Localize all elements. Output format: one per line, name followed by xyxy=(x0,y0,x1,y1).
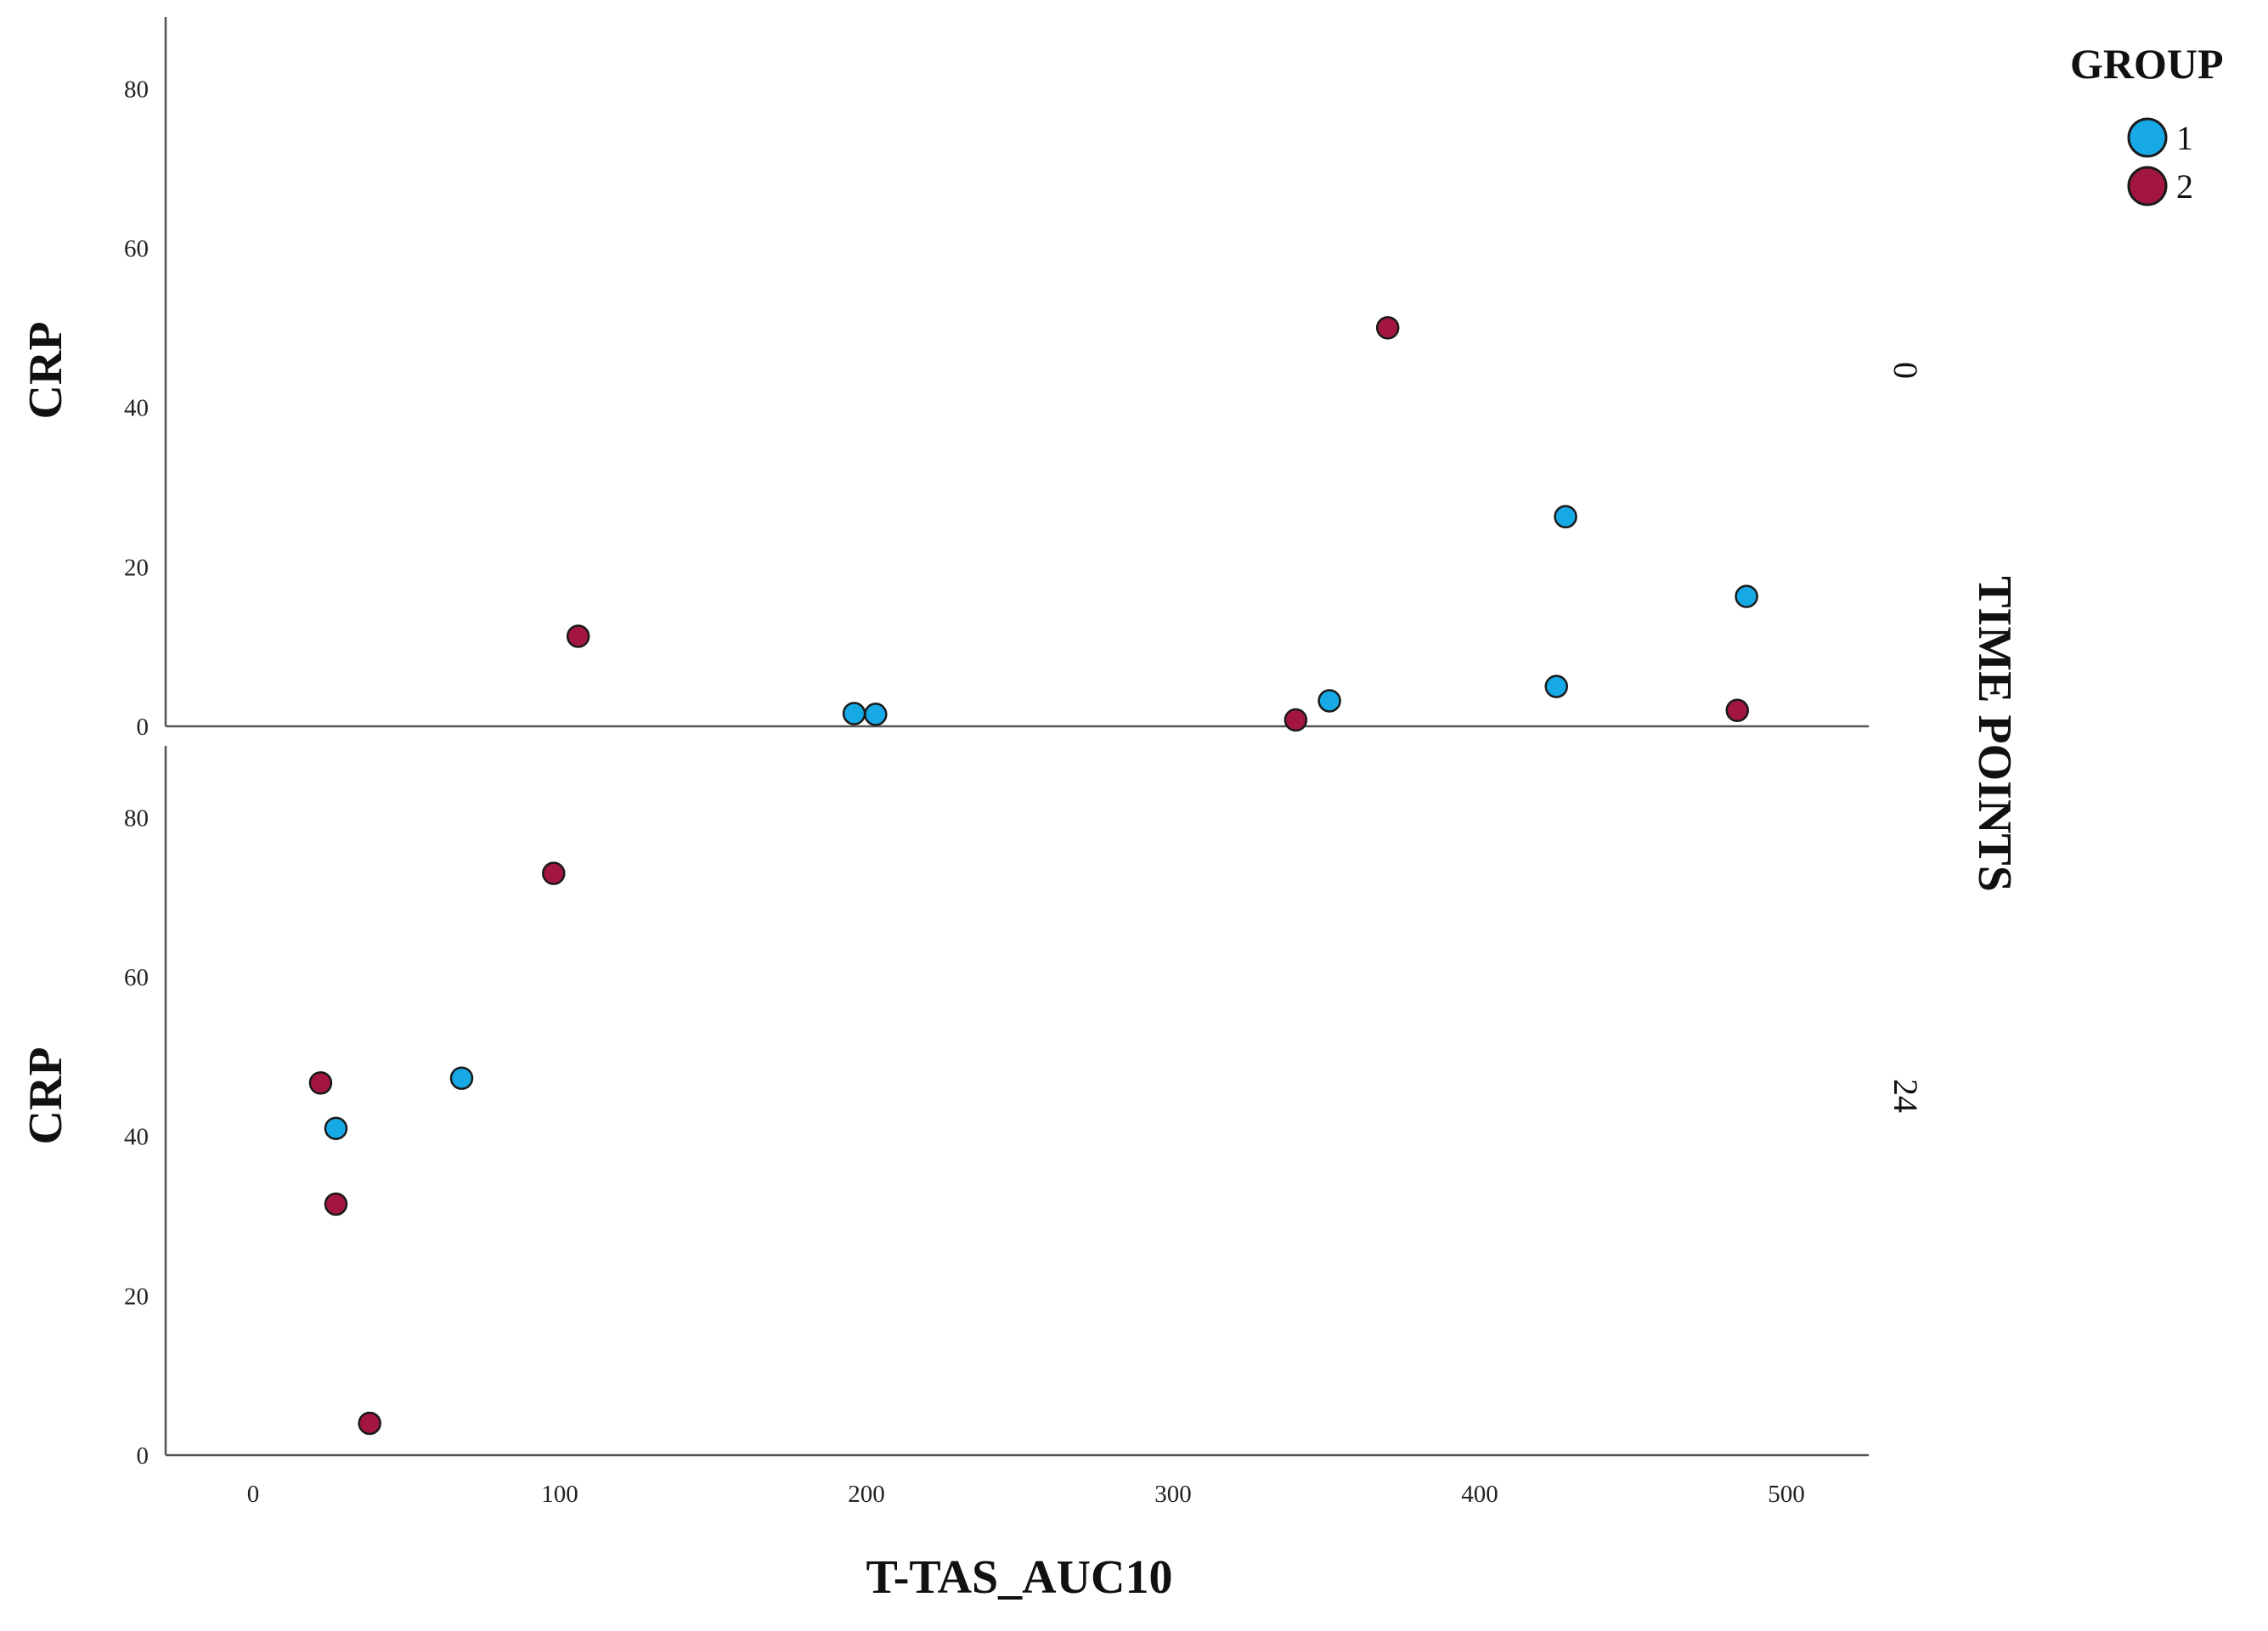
facet-label-time-24: 24 xyxy=(1887,1079,1925,1113)
x-tick-label: 400 xyxy=(1461,1481,1498,1508)
data-point-group-2 xyxy=(1375,316,1400,340)
data-point-group-2 xyxy=(542,861,566,885)
y-tick-label: 20 xyxy=(124,1283,149,1310)
data-point-group-2 xyxy=(1284,708,1308,732)
data-point-group-1 xyxy=(449,1066,474,1090)
data-point-group-1 xyxy=(1544,674,1568,698)
x-tick-label: 200 xyxy=(848,1481,885,1508)
x-tick-label: 500 xyxy=(1768,1481,1805,1508)
data-point-group-1 xyxy=(1735,584,1758,608)
data-point-group-2 xyxy=(566,624,590,648)
data-point-group-2 xyxy=(1725,698,1749,722)
legend-title: GROUP xyxy=(2070,40,2224,87)
y-tick-label: 60 xyxy=(124,964,149,991)
legend-swatch-group-1 xyxy=(2127,117,2168,158)
data-point-group-1 xyxy=(1554,505,1577,529)
data-point-group-1 xyxy=(864,703,888,726)
x-tick-label: 300 xyxy=(1154,1481,1192,1508)
data-point-group-1 xyxy=(1317,689,1341,713)
plot-area: 0 20 40 60 80 0 20 40 60 80 0 100 200 300 400 500 xyxy=(124,17,1869,1508)
y-axis-title-bottom: CRP xyxy=(20,1047,72,1144)
y-axis-title-top: CRP xyxy=(20,321,72,419)
data-point-group-2 xyxy=(308,1071,333,1095)
y-tick-label: 80 xyxy=(124,804,149,832)
data-point-group-1 xyxy=(324,1116,348,1141)
facet-label-time-0: 0 xyxy=(1887,362,1925,379)
y-tick-label: 40 xyxy=(124,1124,149,1151)
data-point-group-1 xyxy=(842,702,866,725)
data-point-group-2 xyxy=(358,1411,381,1436)
x-tick-label: 100 xyxy=(541,1481,578,1508)
y-tick-label: 60 xyxy=(124,235,149,262)
y-tick-label: 0 xyxy=(137,714,150,741)
legend-label-group-1: 1 xyxy=(2176,119,2193,157)
y-tick-label: 20 xyxy=(124,554,149,581)
y-tick-label: 40 xyxy=(124,395,149,422)
legend-label-group-2: 2 xyxy=(2176,167,2193,206)
legend-swatch-group-2 xyxy=(2127,166,2168,206)
y-tick-label: 80 xyxy=(124,76,149,103)
x-axis-title: T-TAS_AUC10 xyxy=(866,1551,1173,1604)
y-tick-label: 0 xyxy=(137,1442,150,1470)
x-tick-label: 0 xyxy=(247,1481,260,1508)
facet-title: TIME POINTS xyxy=(1968,576,2021,892)
data-point-group-2 xyxy=(324,1192,348,1216)
legend: GROUP 1 2 xyxy=(2070,40,2224,206)
